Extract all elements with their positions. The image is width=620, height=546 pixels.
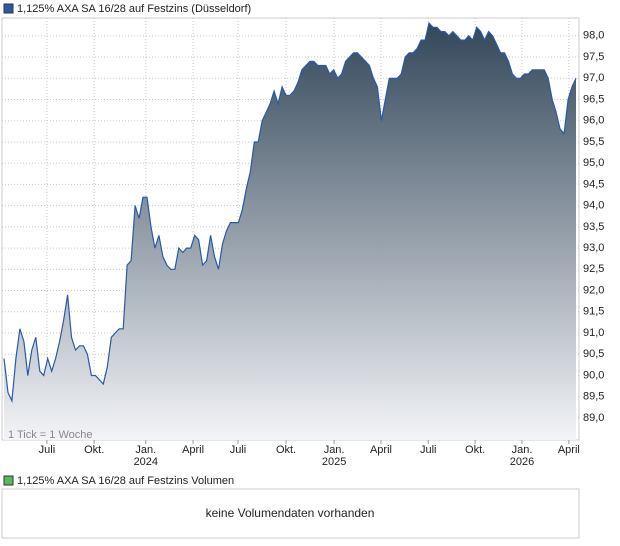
y-tick-label: 90,0 <box>583 369 604 381</box>
y-tick-label: 97,0 <box>583 72 604 84</box>
line <box>3 21 577 404</box>
x-tick-label: Juli <box>230 444 247 456</box>
volume-frame <box>1 488 580 539</box>
x-tick-label: Okt. <box>84 444 104 456</box>
y-tick-label: 96,5 <box>583 93 604 105</box>
x-tick-label: Okt. <box>276 444 296 456</box>
y-tick-label: 96,0 <box>583 115 604 127</box>
y-tick-label: 92,5 <box>583 263 604 275</box>
y-tick-label: 89,5 <box>583 391 604 403</box>
y-tick-label: 97,5 <box>583 51 604 63</box>
y-tick-label: 91,0 <box>583 327 604 339</box>
x-tick-label: Jan. <box>324 444 345 456</box>
y-tick-label: 91,5 <box>583 306 604 318</box>
chart-title: 1,125% AXA SA 16/28 auf Festzins (Düssel… <box>17 3 251 15</box>
x-tick-label: Jan. <box>512 444 533 456</box>
area <box>4 23 576 440</box>
x-tick-label: Jan. <box>135 444 156 456</box>
x-tick-label: April <box>370 444 392 456</box>
volume-message: keine Volumendaten vorhanden <box>206 506 375 520</box>
y-tick-label: 93,5 <box>583 221 604 233</box>
y-tick-label: 90,5 <box>583 348 604 360</box>
y-tick-label: 92,0 <box>583 284 604 296</box>
x-tick-label: April <box>558 444 580 456</box>
x-tick-label: April <box>182 444 204 456</box>
x-tick-label: Juli <box>420 444 437 456</box>
y-tick-label: 98,0 <box>583 30 604 42</box>
y-tick-label: 95,0 <box>583 157 604 169</box>
annotation: 1 Tick = 1 Woche <box>8 429 92 441</box>
volume-title: 1,125% AXA SA 16/28 auf Festzins Volumen <box>17 475 234 487</box>
x-tick-label: Okt. <box>465 444 485 456</box>
legend-swatch <box>3 3 14 14</box>
y-tick-label: 94,0 <box>583 200 604 212</box>
year-label: 2025 <box>322 456 346 468</box>
year-label: 2024 <box>134 456 158 468</box>
x-tick-label: Juli <box>39 444 56 456</box>
legend-swatch <box>3 475 14 486</box>
y-tick-label: 94,5 <box>583 178 604 190</box>
year-label: 2026 <box>510 456 534 468</box>
y-tick-label: 93,0 <box>583 242 604 254</box>
y-tick-label: 89,0 <box>583 412 604 424</box>
y-tick-label: 95,5 <box>583 136 604 148</box>
